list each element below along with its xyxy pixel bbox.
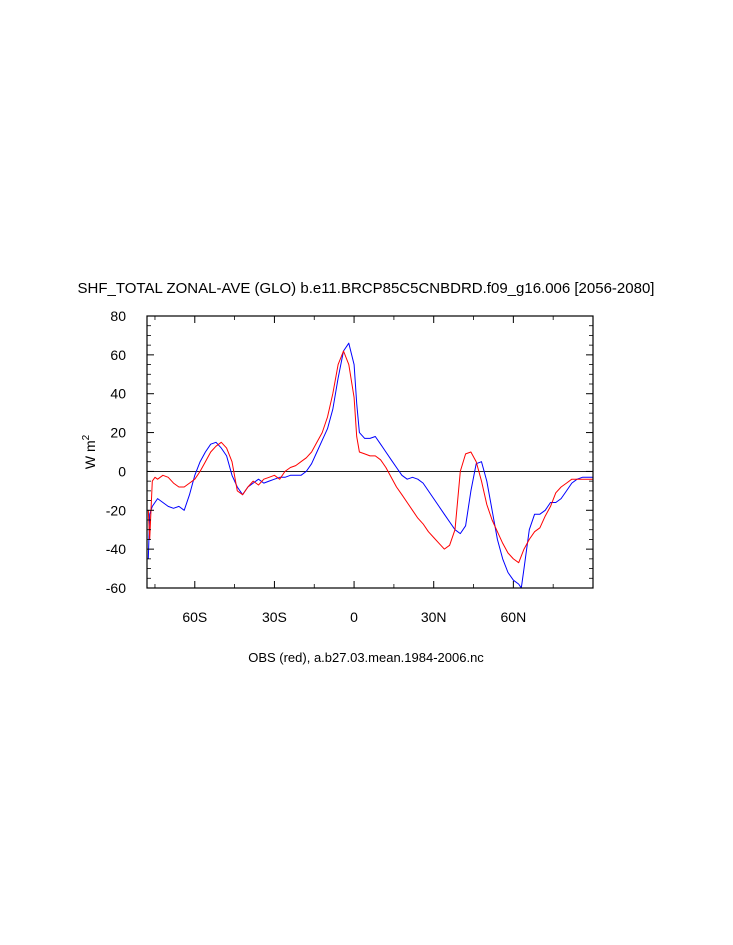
x-tick-label: 30N — [421, 609, 447, 625]
plot-area — [146, 315, 594, 589]
x-tick-label: 0 — [350, 609, 358, 625]
x-tick-label: 60N — [501, 609, 527, 625]
x-axis: 60S 30S 0 30N 60N — [154, 316, 554, 625]
x-tick-label: 30S — [262, 609, 287, 625]
chart-title: SHF_TOTAL ZONAL-AVE (GLO) b.e11.BRCP85C5… — [78, 280, 655, 297]
chart-footer: OBS (red), a.b27.03.mean.1984-2006.nc — [248, 650, 484, 665]
series-group — [147, 342, 593, 589]
y-tick-label: 20 — [110, 425, 126, 441]
y-tick-label: -40 — [106, 541, 126, 557]
x-tick-label: 60S — [182, 609, 207, 625]
y-tick-label: 60 — [110, 347, 126, 363]
y-axis: 80 60 40 20 0 -20 -40 -60 — [106, 308, 593, 596]
series-line-1 — [147, 342, 593, 589]
y-axis-label: W m2 — [81, 434, 98, 469]
y-tick-label: 80 — [110, 308, 126, 324]
series-line-2 — [147, 350, 593, 564]
y-tick-label: 0 — [118, 463, 126, 479]
y-tick-label: -20 — [106, 502, 126, 518]
plot-frame — [146, 315, 594, 589]
y-tick-label: -60 — [106, 580, 126, 596]
y-tick-label: 40 — [110, 386, 126, 402]
